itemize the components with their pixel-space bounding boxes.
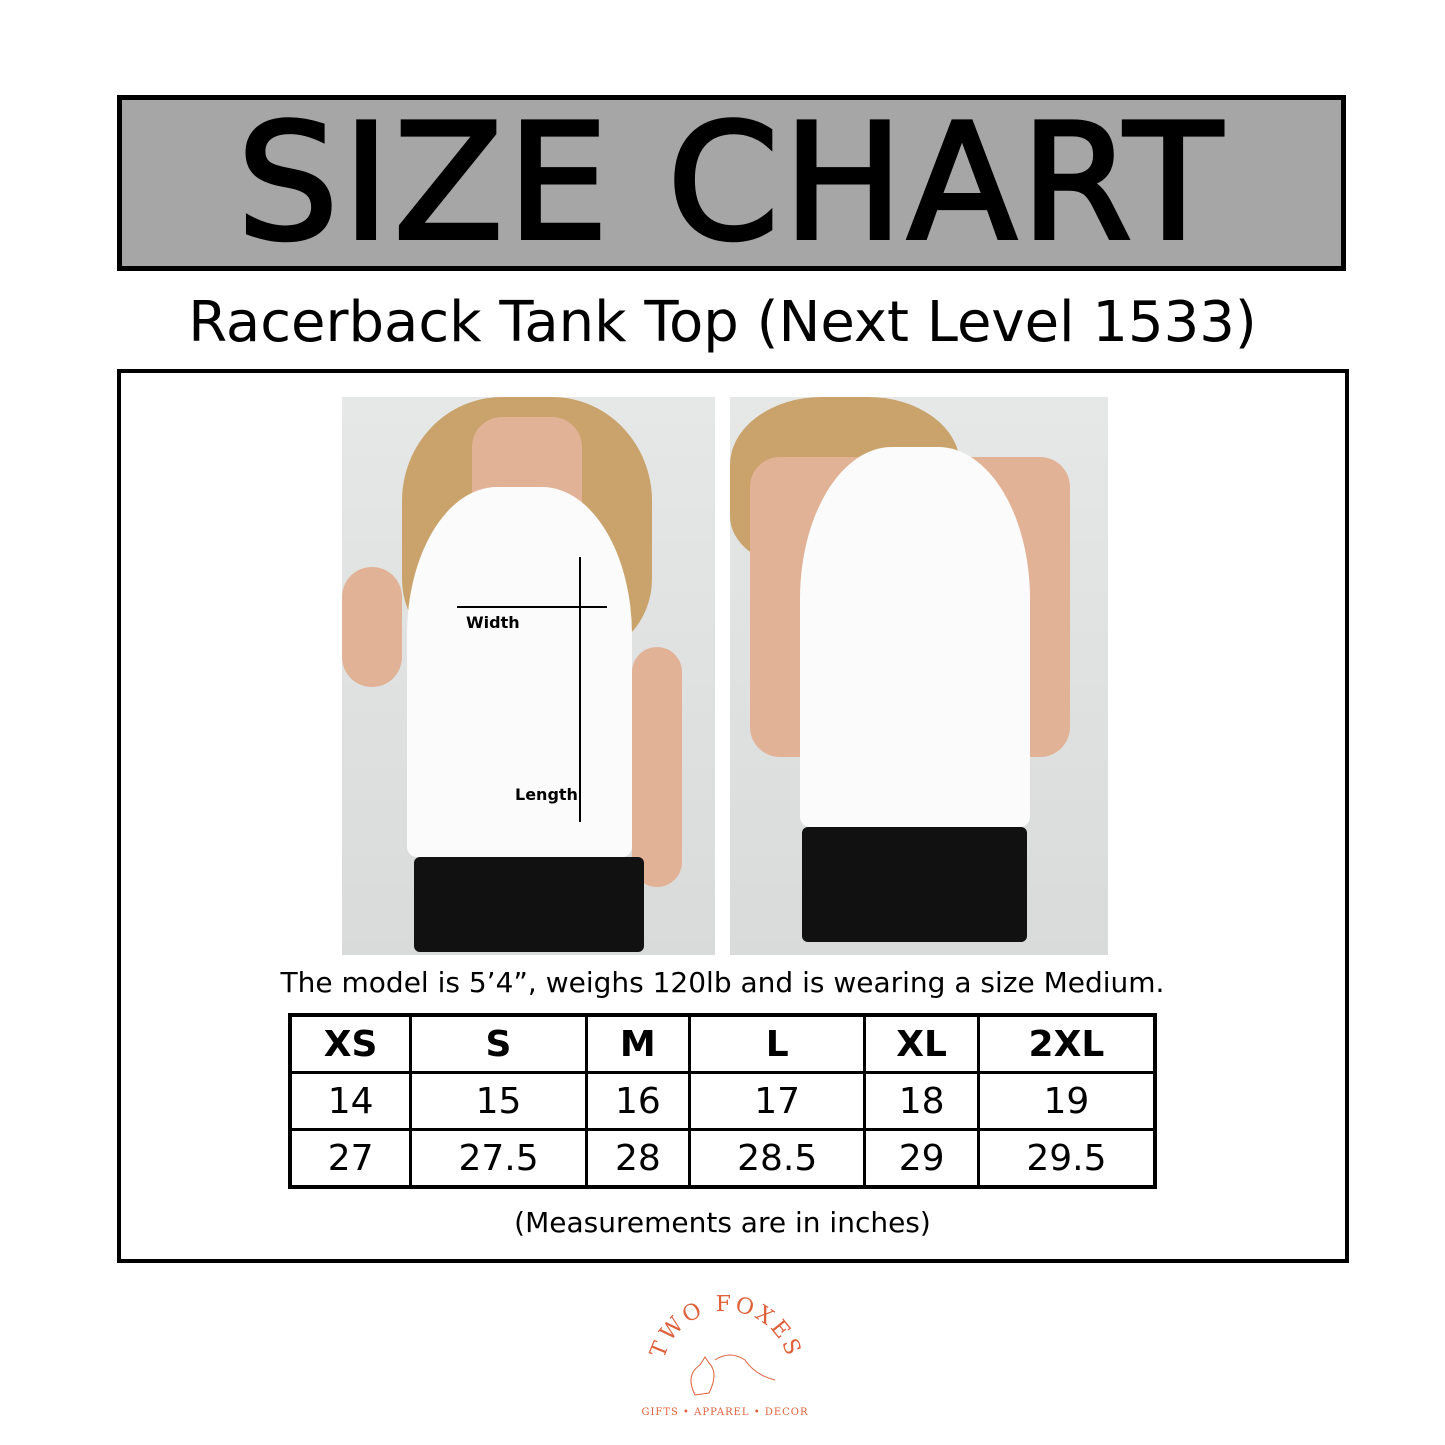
size-header-row: XS S M L XL 2XL bbox=[288, 1013, 1157, 1074]
width-label: Width bbox=[466, 613, 520, 632]
length-cell: 28.5 bbox=[687, 1128, 867, 1189]
model-caption: The model is 5’4”, weighs 120lb and is w… bbox=[280, 966, 1165, 999]
width-cell: 16 bbox=[584, 1071, 691, 1131]
size-cell: L bbox=[687, 1013, 867, 1074]
length-row: 27 27.5 28 28.5 29 29.5 bbox=[288, 1128, 1157, 1189]
width-cell: 15 bbox=[409, 1071, 588, 1131]
logo-tagline: GIFTS • APPAREL • DECOR bbox=[641, 1407, 809, 1418]
width-cell: 17 bbox=[687, 1071, 867, 1131]
width-cell: 18 bbox=[863, 1071, 980, 1131]
length-cell: 27.5 bbox=[409, 1128, 588, 1189]
size-table: XS S M L XL 2XL 14 15 16 17 18 19 27 27.… bbox=[288, 1013, 1157, 1189]
back-model-photo bbox=[730, 397, 1108, 955]
fox-logo-icon: TWO FOXES bbox=[646, 1292, 806, 1396]
width-cell: 19 bbox=[976, 1071, 1157, 1131]
title-banner: SIZE CHART bbox=[117, 95, 1346, 271]
width-row: 14 15 16 17 18 19 bbox=[288, 1071, 1157, 1131]
size-cell: S bbox=[409, 1013, 588, 1074]
two-foxes-logo: TWO FOXES GIFTS • APPAREL • DECOR bbox=[640, 1292, 810, 1425]
front-model-photo: Width Length bbox=[342, 397, 715, 955]
length-cell: 29 bbox=[863, 1128, 980, 1189]
product-subtitle: Racerback Tank Top (Next Level 1533) bbox=[188, 290, 1257, 355]
size-cell: 2XL bbox=[976, 1013, 1157, 1074]
size-cell: XL bbox=[863, 1013, 980, 1074]
length-cell: 29.5 bbox=[976, 1128, 1157, 1189]
width-cell: 14 bbox=[288, 1071, 413, 1131]
page-title: SIZE CHART bbox=[235, 89, 1227, 276]
length-cell: 28 bbox=[584, 1128, 691, 1189]
svg-text:TWO FOXES: TWO FOXES bbox=[646, 1295, 806, 1361]
chart-frame bbox=[117, 369, 1349, 1263]
size-cell: XS bbox=[288, 1013, 413, 1074]
size-cell: M bbox=[584, 1013, 691, 1074]
length-label: Length bbox=[515, 785, 578, 804]
units-note: (Measurements are in inches) bbox=[514, 1206, 931, 1239]
length-cell: 27 bbox=[288, 1128, 413, 1189]
